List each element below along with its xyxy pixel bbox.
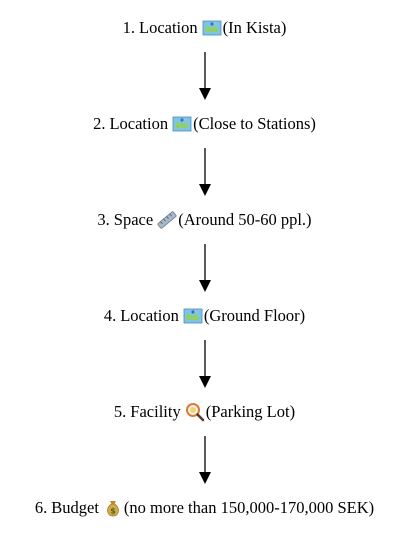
arrow-4-to-5: [199, 340, 211, 388]
ruler-icon: [157, 211, 177, 229]
step-3: 3. Space (Around 50-60 ppl.): [0, 208, 409, 232]
step-label: Location: [139, 18, 198, 37]
step-number: 5.: [113, 402, 127, 421]
magnifier-icon: [185, 403, 205, 422]
step-4: 4. Location (Ground Floor): [0, 304, 409, 328]
svg-text:$: $: [110, 507, 116, 516]
step-2: 2. Location (Close to Stations): [0, 112, 409, 136]
step-label: Budget: [51, 498, 99, 517]
arrow-1-to-2: [199, 52, 211, 100]
step-detail: (Around 50-60 ppl.): [178, 210, 312, 229]
map-icon: [202, 20, 222, 36]
step-label: Location: [109, 114, 169, 133]
step-number: 4.: [103, 306, 117, 325]
step-detail: (Close to Stations): [193, 114, 316, 133]
step-label: Space: [113, 210, 154, 229]
map-icon: [172, 116, 192, 132]
step-number: 6.: [34, 498, 48, 517]
arrow-3-to-4: [199, 244, 211, 292]
step-label: Location: [120, 306, 179, 325]
step-detail: (no more than 150,000-170,000 SEK): [123, 498, 375, 517]
step-detail: (Parking Lot): [205, 402, 296, 421]
arrow-5-to-6: [199, 436, 211, 484]
step-label: Facility: [130, 402, 181, 421]
money-bag-icon: $: [107, 501, 119, 517]
step-number: 3.: [97, 210, 110, 229]
step-number: 1.: [122, 18, 135, 37]
arrow-2-to-3: [199, 148, 211, 196]
step-5: 5. Facility (Parking Lot): [0, 400, 409, 424]
step-1: 1. Location (In Kista): [0, 16, 409, 40]
map-icon: [183, 308, 203, 324]
step-detail: (In Kista): [222, 18, 287, 37]
step-detail: (Ground Floor): [203, 306, 306, 325]
step-number: 2.: [93, 114, 106, 133]
step-6: 6. Budget $ (no more than 150,000-170,00…: [0, 496, 409, 520]
